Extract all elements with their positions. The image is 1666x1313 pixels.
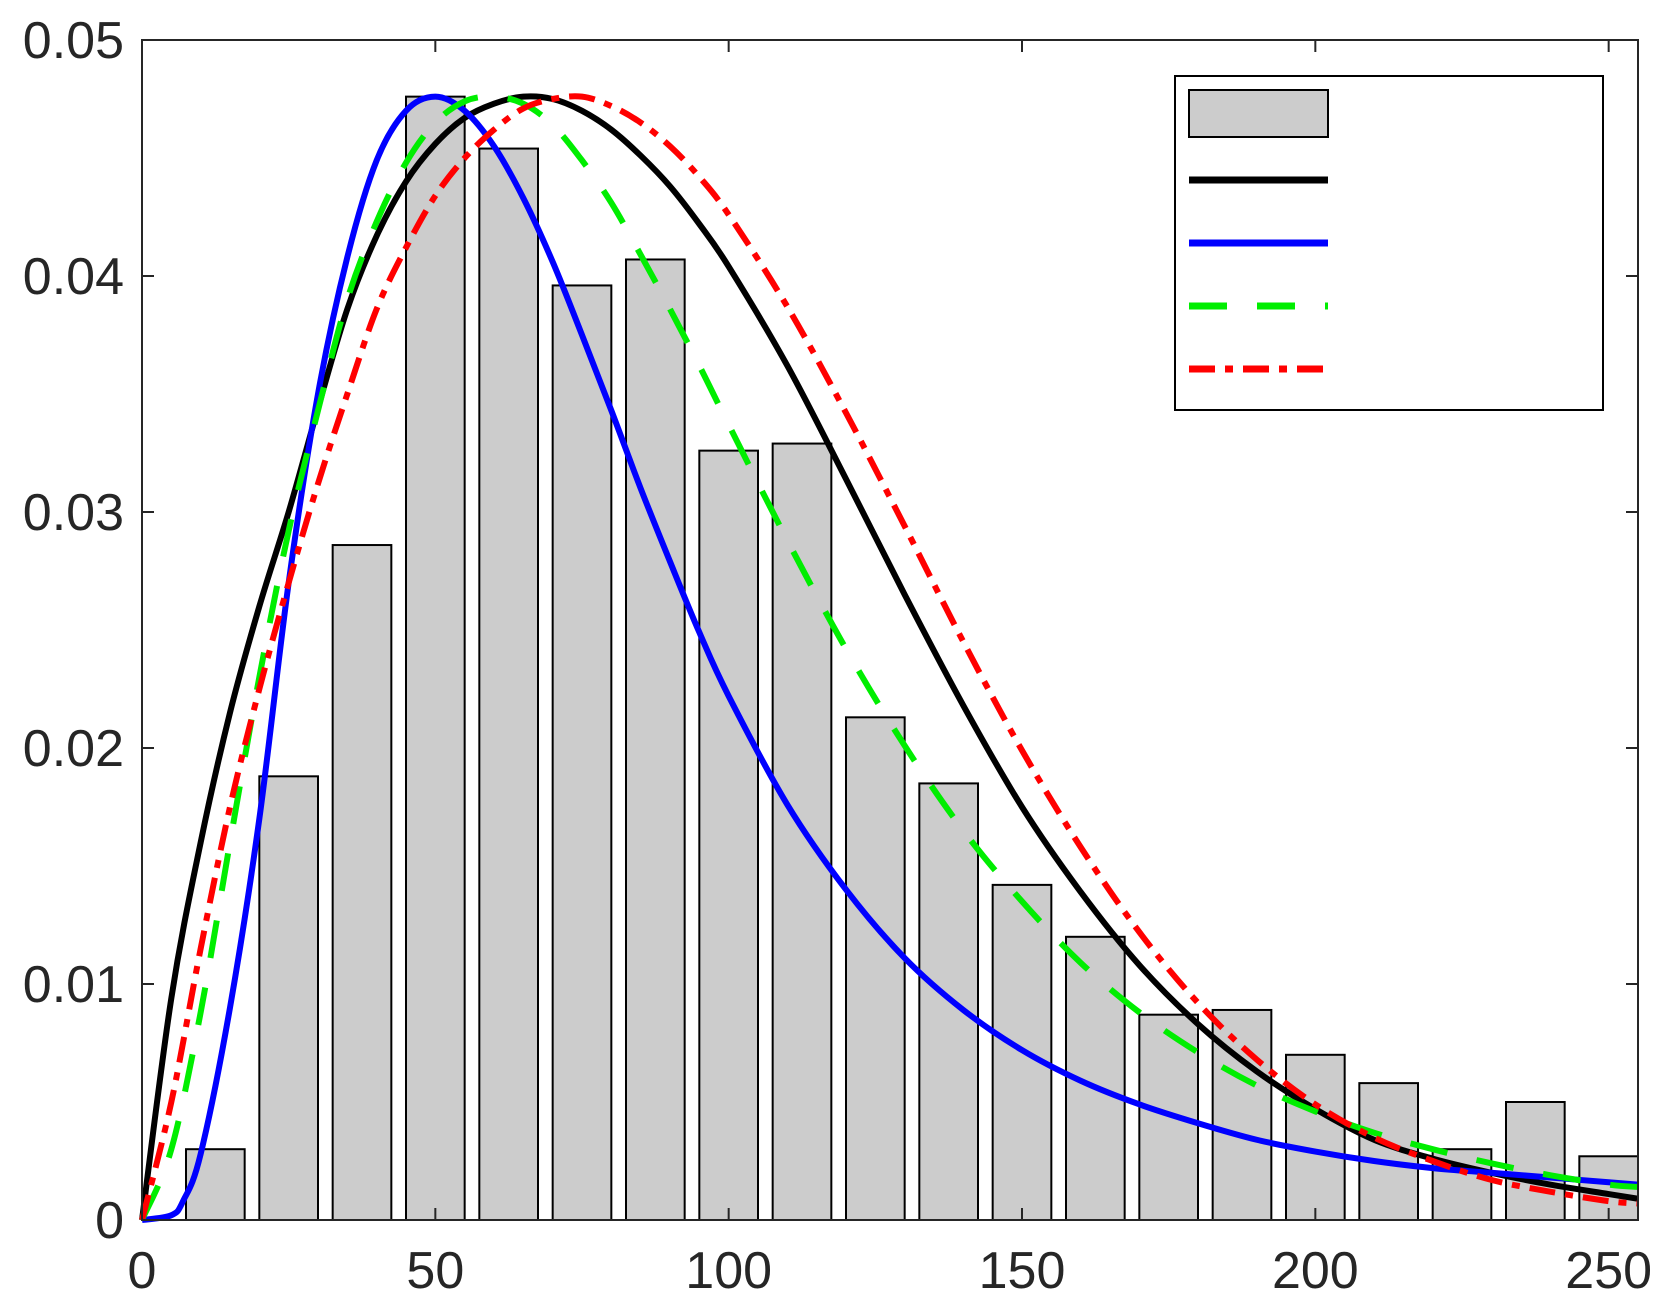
series-line-1 [139, 93, 1639, 1221]
plot-frame [141, 39, 1639, 1221]
histogram-bar [185, 1148, 246, 1221]
histogram-bar [331, 544, 393, 1221]
legend [1174, 75, 1604, 411]
series-line-4 [139, 93, 1639, 1221]
histogram-bars [185, 95, 1640, 1222]
y-tick-label: 0.05 [23, 12, 124, 70]
y-tick-label: 0.04 [23, 248, 124, 306]
x-tick-label: 250 [1565, 1242, 1652, 1300]
series-line-2 [141, 93, 1639, 1223]
x-tick-label: 0 [128, 1242, 157, 1300]
x-tick-label: 100 [685, 1242, 772, 1300]
histogram-bar [698, 449, 759, 1221]
y-tick-label: 0 [95, 1192, 124, 1250]
histogram-bar [478, 147, 540, 1221]
series-curves [139, 93, 1639, 1223]
histogram-bar [258, 775, 320, 1221]
histogram-bar [551, 284, 613, 1221]
x-tick-label: 150 [979, 1242, 1066, 1300]
histogram-bar [625, 258, 686, 1222]
histogram-bar [1285, 1053, 1346, 1222]
legend-swatch-histogram [1188, 89, 1329, 138]
y-tick-label: 0.02 [23, 720, 124, 778]
histogram-bar [1505, 1101, 1566, 1221]
series-line-3 [139, 93, 1639, 1222]
x-tick-label: 200 [1272, 1242, 1359, 1300]
histogram-bar [845, 716, 906, 1221]
histogram-bar [405, 95, 466, 1221]
y-tick-label: 0.03 [23, 484, 124, 542]
y-tick-label: 0.01 [23, 956, 124, 1014]
x-tick-label: 50 [406, 1242, 464, 1300]
axis-ticks: 0 50 100 150 200 250 0 0.01 0.02 0.03 0.04 0.05 [23, 12, 1652, 1300]
